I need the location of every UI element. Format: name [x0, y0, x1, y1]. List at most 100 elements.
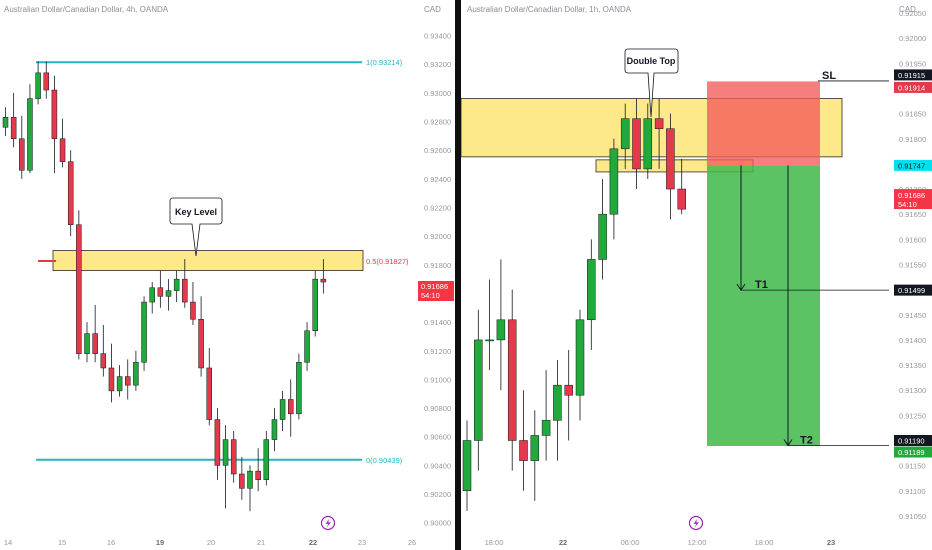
left-candle[interactable] [206, 367, 212, 420]
right-candle[interactable] [598, 213, 607, 260]
left-candle[interactable] [10, 117, 17, 139]
t2-arrow[interactable] [783, 165, 793, 447]
right-candle[interactable] [462, 440, 472, 492]
left-candle[interactable] [198, 319, 204, 369]
fib-level-05-label: 0.5(0.91827) [366, 257, 409, 266]
left-candle[interactable] [214, 419, 221, 466]
left-price-tick: 0.91400 [424, 318, 451, 327]
price-tag-sl [894, 69, 932, 81]
left-candle[interactable] [76, 224, 82, 354]
left-candle[interactable] [133, 361, 139, 386]
double-top-callout[interactable]: Double Top [624, 48, 679, 118]
left-candle[interactable] [157, 287, 164, 297]
left-candle[interactable] [304, 330, 310, 363]
right-chart[interactable]: Australian Dollar/Canadian Dollar, 1h, O… [461, 0, 932, 550]
price-tag-entry [894, 159, 932, 171]
left-candle[interactable] [27, 98, 33, 171]
left-candle[interactable] [116, 376, 123, 392]
left-time-tick: 21 [257, 538, 265, 547]
left-candle[interactable] [222, 439, 229, 466]
left-candle[interactable] [255, 470, 261, 480]
right-time-tick: 06:00 [621, 538, 640, 547]
right-candle[interactable] [564, 384, 573, 396]
left-candle[interactable] [230, 439, 237, 475]
right-candle[interactable] [474, 339, 483, 441]
key-level-callout[interactable]: Key Level [169, 197, 223, 257]
left-candle[interactable] [19, 138, 25, 171]
left-candle[interactable] [59, 138, 66, 162]
lightning-icon[interactable] [320, 515, 336, 531]
left-candle[interactable] [263, 439, 270, 480]
right-chart-pane[interactable]: Australian Dollar/Canadian Dollar, 1h, O… [461, 0, 932, 550]
left-candle[interactable] [279, 399, 286, 420]
left-candle[interactable] [165, 290, 172, 297]
right-candle[interactable] [666, 128, 675, 190]
left-chart-pane[interactable]: Australian Dollar/Canadian Dollar, 4h, O… [0, 0, 455, 550]
left-candle[interactable] [182, 278, 188, 303]
right-candle[interactable] [632, 118, 641, 170]
right-candle[interactable] [609, 148, 619, 215]
left-candle[interactable] [2, 117, 9, 128]
right-time-tick: 22 [559, 538, 567, 547]
price-tag-stop-value: 0.91914 [898, 83, 925, 92]
right-candle[interactable] [587, 259, 596, 321]
right-price-tick: 0.91800 [899, 135, 926, 144]
key-level-zone[interactable] [52, 250, 364, 271]
left-price-tick: 0.93400 [424, 32, 451, 41]
left-price-tick: 0.92200 [424, 204, 451, 213]
stop-loss-zone[interactable] [707, 81, 820, 166]
left-time-tick: 16 [107, 538, 115, 547]
t1-arrow[interactable] [736, 165, 746, 292]
right-candle[interactable] [496, 319, 506, 341]
right-candle[interactable] [507, 319, 517, 441]
left-candle[interactable] [100, 353, 107, 369]
left-candle[interactable] [141, 301, 147, 363]
left-candle[interactable] [296, 361, 302, 415]
pane-divider[interactable] [455, 0, 461, 550]
right-candle[interactable] [677, 188, 686, 210]
left-candle[interactable] [84, 333, 90, 354]
right-candle[interactable] [654, 118, 664, 129]
left-chart[interactable]: Australian Dollar/Canadian Dollar, 4h, O… [0, 0, 455, 550]
right-candle[interactable] [620, 118, 630, 150]
price-tag-target-value: 0.91189 [898, 448, 925, 457]
right-time-axis[interactable]: 18:00 22 06:00 12:00 18:00 23 [485, 538, 836, 547]
left-candle[interactable] [288, 399, 294, 415]
right-candle[interactable] [553, 384, 562, 421]
left-price-axis[interactable]: 0.93400 0.93200 0.93000 0.92800 0.92600 0.924… [424, 32, 451, 528]
left-price-tick: 0.91200 [424, 347, 451, 356]
left-price-tag: 0.91686 54:10 [418, 281, 454, 301]
left-candle[interactable] [35, 72, 41, 99]
left-candle[interactable] [149, 287, 155, 303]
left-candle[interactable] [247, 470, 253, 489]
left-candle[interactable] [108, 367, 115, 392]
left-price-tick: 0.93200 [424, 60, 451, 69]
left-candle[interactable] [125, 376, 131, 386]
key-level-callout-bubble [169, 197, 223, 257]
left-countdown: 54:10 [421, 291, 440, 300]
sl-label: SL [822, 70, 836, 82]
right-candle[interactable] [485, 339, 494, 342]
price-tag-current [894, 189, 932, 210]
right-candle[interactable] [530, 435, 540, 461]
lightning-icon-right[interactable] [688, 515, 704, 531]
left-candle[interactable] [239, 473, 245, 489]
left-candle[interactable] [320, 278, 327, 283]
left-time-axis[interactable]: 14 15 16 19 20 21 22 23 26 [4, 538, 416, 547]
left-candle[interactable] [190, 301, 196, 320]
right-price-tick: 0.91300 [899, 386, 926, 395]
left-candle[interactable] [92, 333, 98, 354]
left-candles [2, 61, 327, 512]
right-candle[interactable] [541, 420, 551, 436]
right-candle[interactable] [643, 118, 653, 170]
left-candle[interactable] [173, 278, 180, 291]
right-time-tick: 18:00 [755, 538, 774, 547]
left-candle[interactable] [43, 72, 49, 91]
right-candle[interactable] [519, 440, 528, 461]
take-profit-zone[interactable] [707, 165, 820, 447]
right-candle[interactable] [575, 319, 585, 396]
left-candle[interactable] [312, 278, 318, 331]
left-candle[interactable] [67, 161, 74, 225]
left-candle[interactable] [51, 89, 58, 139]
left-candle[interactable] [271, 419, 278, 440]
